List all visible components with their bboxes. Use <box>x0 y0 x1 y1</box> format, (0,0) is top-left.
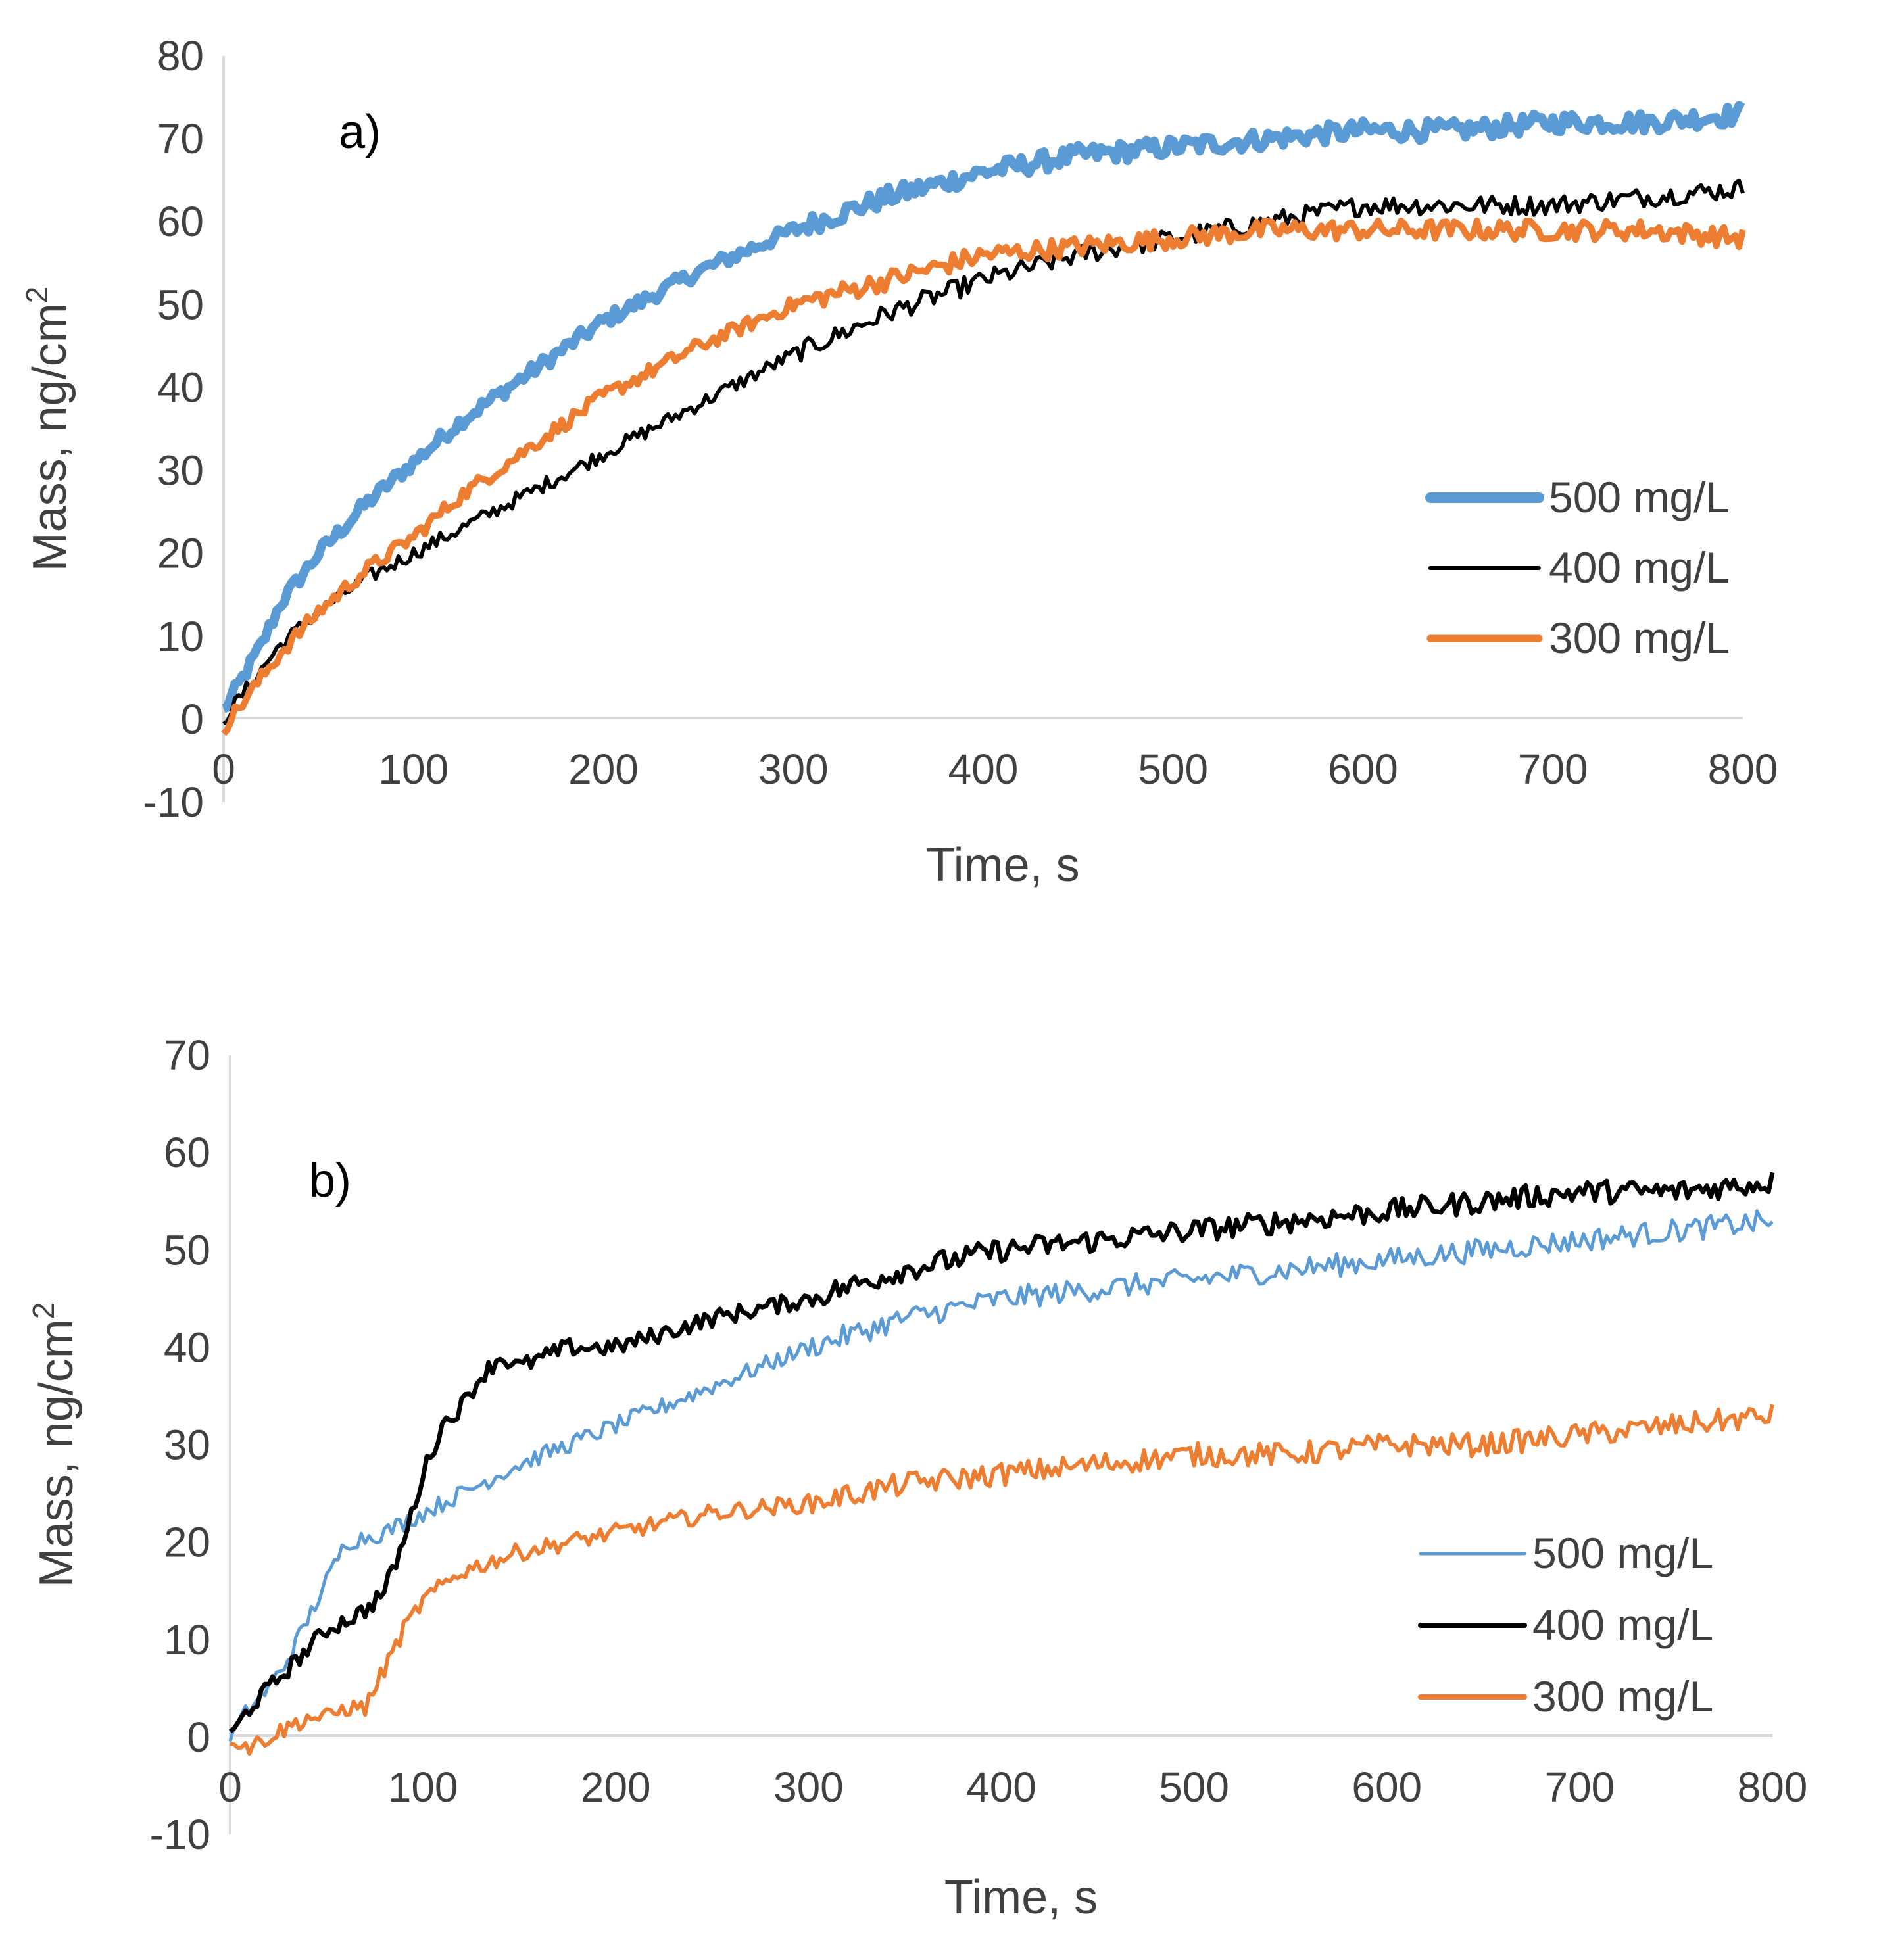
x-tick-label: 200 <box>568 746 639 793</box>
series-line <box>221 217 1746 736</box>
y-tick-label: -10 <box>150 1811 211 1858</box>
series-line <box>222 101 1745 713</box>
y-tick-label: 30 <box>164 1422 210 1469</box>
y-tick-label: 0 <box>187 1713 210 1761</box>
x-tick-label: 400 <box>948 746 1019 793</box>
x-axis-title: Time, s <box>944 1871 1098 1924</box>
y-tick-label: 0 <box>180 696 204 743</box>
legend-label: 400 mg/L <box>1549 543 1730 592</box>
y-axis-title-superscript: 2 <box>26 1303 61 1320</box>
y-tick-label: 50 <box>157 281 204 328</box>
x-tick-label: 400 <box>966 1763 1036 1811</box>
legend-label: 300 mg/L <box>1549 613 1730 662</box>
y-tick-label: 10 <box>157 613 204 660</box>
y-tick-label: 60 <box>164 1129 210 1176</box>
legend-label: 300 mg/L <box>1532 1672 1713 1721</box>
x-tick-label: 300 <box>758 746 829 793</box>
y-tick-label: 10 <box>164 1616 210 1663</box>
x-tick-label: 800 <box>1708 746 1778 793</box>
y-tick-label: 70 <box>157 115 204 162</box>
x-tick-label: 300 <box>773 1763 844 1811</box>
y-tick-label: 70 <box>164 1032 210 1079</box>
x-tick-label: 700 <box>1544 1763 1615 1811</box>
y-tick-label: -10 <box>143 778 205 826</box>
y-tick-label: 20 <box>164 1519 210 1566</box>
x-tick-label: 700 <box>1518 746 1588 793</box>
y-axis-title: Mass, ng/cm2 <box>26 1303 83 1588</box>
x-tick-label: 200 <box>581 1763 651 1811</box>
x-axis-title: Time, s <box>926 839 1079 892</box>
x-tick-label: 0 <box>212 746 235 793</box>
series-line <box>222 178 1745 726</box>
x-tick-label: 800 <box>1738 1763 1808 1811</box>
x-tick-label: 500 <box>1138 746 1208 793</box>
series-line <box>230 1404 1774 1756</box>
legend-label: 400 mg/L <box>1532 1600 1713 1649</box>
y-tick-label: 40 <box>164 1324 210 1371</box>
x-tick-label: 0 <box>218 1763 242 1811</box>
y-tick-label: 30 <box>157 447 204 494</box>
y-tick-label: 60 <box>157 198 204 245</box>
series-line <box>228 1172 1775 1734</box>
legend-label: 500 mg/L <box>1532 1529 1713 1577</box>
x-tick-label: 100 <box>388 1763 458 1811</box>
x-tick-label: 600 <box>1352 1763 1422 1811</box>
y-tick-label: 80 <box>157 32 204 80</box>
y-axis-title: Mass, ng/cm2 <box>20 287 76 572</box>
y-tick-label: 40 <box>157 364 204 411</box>
x-tick-label: 100 <box>378 746 449 793</box>
x-tick-label: 500 <box>1159 1763 1229 1811</box>
panel-label: a) <box>339 106 381 158</box>
x-tick-label: 600 <box>1328 746 1398 793</box>
y-tick-label: 20 <box>157 530 204 577</box>
panel-label: b) <box>309 1155 351 1207</box>
legend-label: 500 mg/L <box>1549 473 1730 521</box>
y-axis-title-superscript: 2 <box>20 287 54 304</box>
y-tick-label: 50 <box>164 1226 210 1274</box>
series-line <box>228 1209 1774 1742</box>
